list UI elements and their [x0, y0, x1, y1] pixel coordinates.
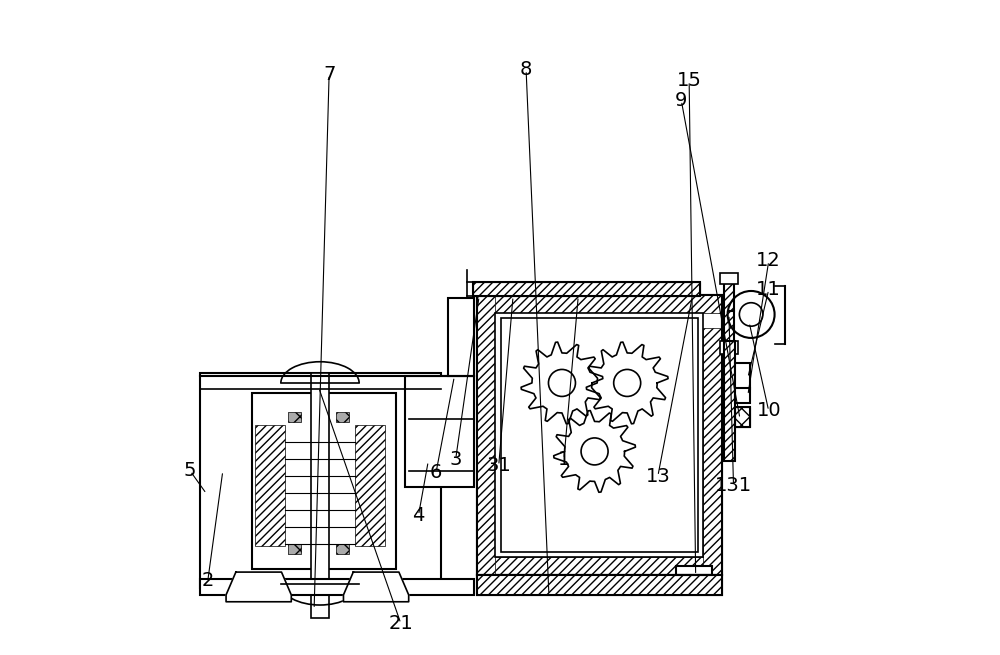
Bar: [477, 295, 722, 575]
Text: 8: 8: [520, 60, 532, 79]
Bar: [477, 575, 722, 595]
Bar: [495, 313, 703, 557]
Bar: [200, 373, 441, 588]
Bar: [336, 411, 349, 422]
Text: 31: 31: [486, 457, 511, 476]
Text: 15: 15: [677, 71, 702, 90]
Bar: [473, 282, 700, 296]
Bar: [676, 566, 712, 575]
Bar: [720, 272, 738, 284]
Bar: [288, 411, 301, 422]
Bar: [448, 298, 474, 377]
Text: 6: 6: [430, 463, 442, 482]
Text: 7: 7: [323, 65, 335, 84]
Bar: [501, 318, 698, 552]
Bar: [724, 341, 735, 461]
Text: 1: 1: [558, 450, 570, 469]
Bar: [477, 295, 495, 575]
Bar: [720, 341, 738, 354]
Text: 4: 4: [412, 506, 425, 525]
Text: 10: 10: [756, 402, 781, 421]
Text: 131: 131: [715, 476, 752, 495]
Bar: [477, 575, 722, 595]
Bar: [473, 282, 700, 296]
Text: 11: 11: [756, 280, 781, 299]
Bar: [735, 407, 750, 426]
Text: 5: 5: [184, 462, 196, 481]
Bar: [200, 578, 474, 595]
Text: 12: 12: [756, 252, 781, 271]
Bar: [477, 295, 722, 575]
Polygon shape: [521, 342, 603, 424]
Bar: [477, 557, 722, 575]
Bar: [405, 377, 474, 487]
Text: 13: 13: [645, 467, 670, 486]
Bar: [477, 575, 722, 595]
Bar: [703, 328, 722, 575]
Bar: [311, 373, 329, 618]
Text: 21: 21: [388, 614, 413, 633]
Bar: [288, 544, 301, 555]
Bar: [355, 425, 385, 546]
Bar: [336, 544, 349, 555]
Text: 9: 9: [675, 91, 688, 110]
Polygon shape: [554, 411, 635, 493]
Bar: [252, 393, 396, 569]
Text: 3: 3: [449, 450, 462, 469]
Bar: [724, 280, 734, 342]
Bar: [735, 407, 750, 426]
Bar: [724, 341, 735, 461]
Polygon shape: [586, 342, 668, 424]
Bar: [724, 280, 734, 342]
Bar: [255, 425, 285, 546]
Text: 2: 2: [202, 571, 214, 590]
Polygon shape: [226, 572, 291, 602]
Bar: [735, 388, 750, 403]
Polygon shape: [343, 572, 409, 602]
Bar: [735, 364, 750, 390]
Bar: [477, 295, 722, 313]
